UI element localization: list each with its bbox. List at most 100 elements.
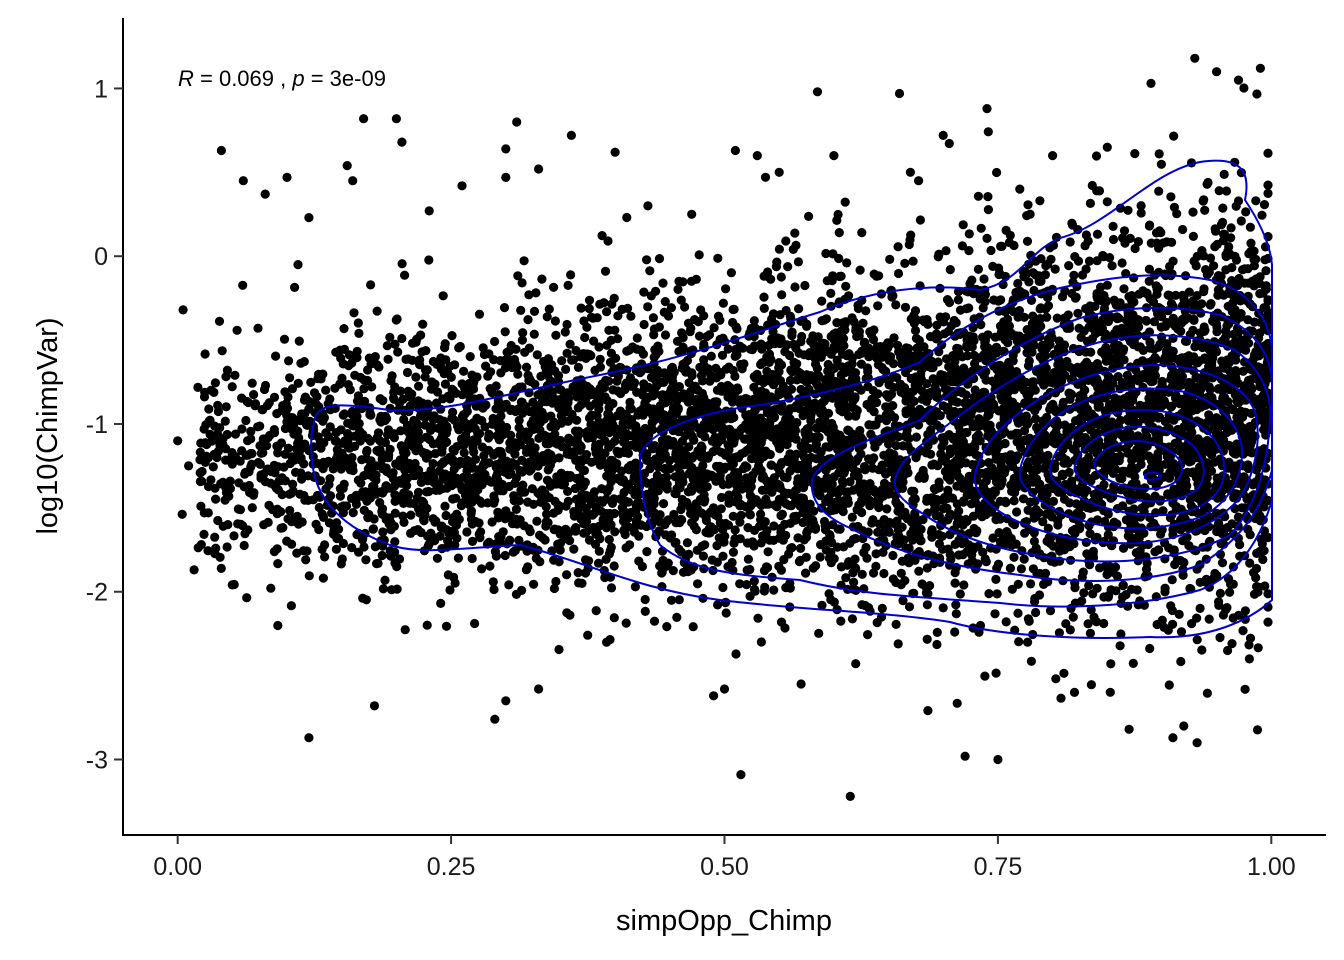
data-point (693, 317, 703, 327)
data-point (766, 376, 776, 386)
data-point (1243, 524, 1253, 535)
data-point (1239, 83, 1249, 93)
data-point (610, 325, 620, 335)
data-point (344, 361, 354, 371)
data-point (1079, 588, 1089, 598)
data-point (945, 475, 955, 485)
data-point (867, 518, 877, 528)
data-point (760, 172, 771, 182)
data-point (247, 503, 257, 513)
data-point (335, 491, 345, 501)
data-point (952, 698, 962, 708)
data-point (507, 404, 517, 414)
data-point (218, 521, 228, 531)
data-point (694, 331, 705, 341)
data-point (814, 371, 824, 381)
data-point (1215, 588, 1225, 599)
data-point (674, 382, 685, 392)
data-point (1031, 414, 1041, 424)
data-point (459, 366, 469, 376)
data-point (390, 496, 400, 506)
data-point (826, 558, 836, 568)
data-point (721, 518, 731, 529)
data-point (1096, 282, 1106, 292)
data-point (339, 344, 350, 354)
data-point (397, 333, 407, 344)
data-point (768, 535, 779, 546)
data-point (606, 583, 617, 593)
data-point (1041, 351, 1051, 361)
data-point (303, 471, 313, 481)
data-point (845, 538, 855, 548)
data-point (1118, 543, 1129, 553)
data-point (533, 472, 543, 482)
data-point (504, 346, 514, 356)
data-point (420, 372, 430, 382)
data-point (1036, 276, 1046, 286)
data-point (483, 476, 493, 486)
data-point (549, 583, 560, 594)
data-point (318, 573, 328, 583)
data-point (713, 253, 723, 263)
data-point (1107, 417, 1117, 427)
data-point (731, 344, 741, 355)
data-point (813, 381, 823, 391)
data-point (1263, 180, 1273, 190)
data-point (316, 440, 326, 450)
data-point (353, 391, 363, 401)
data-point (718, 551, 728, 561)
data-point (1059, 668, 1069, 678)
data-point (1205, 253, 1216, 263)
data-point (287, 452, 297, 462)
data-point (213, 515, 223, 526)
data-point (657, 568, 667, 578)
data-point (375, 436, 385, 446)
data-point (1007, 540, 1017, 550)
data-point (529, 306, 540, 316)
data-point (358, 492, 369, 502)
data-point (1144, 276, 1154, 286)
data-point (811, 561, 821, 571)
data-point (1091, 151, 1102, 161)
data-point (1085, 529, 1095, 539)
data-point (769, 585, 779, 595)
data-point (396, 426, 406, 436)
data-point (442, 483, 452, 493)
data-point (343, 380, 353, 390)
data-point (1133, 237, 1143, 247)
data-point (489, 498, 499, 508)
data-point (266, 583, 276, 593)
data-point (279, 334, 290, 344)
data-point (1156, 159, 1166, 169)
data-point (720, 462, 731, 472)
data-point (404, 424, 414, 434)
data-point (1118, 581, 1128, 591)
data-point (1016, 442, 1026, 452)
data-point (1218, 217, 1228, 227)
data-point (967, 342, 977, 352)
data-point (799, 535, 809, 545)
data-point (372, 306, 382, 316)
data-point (832, 355, 842, 365)
data-point (546, 450, 556, 460)
data-point (966, 499, 977, 509)
data-point (638, 429, 648, 439)
data-point (521, 565, 532, 575)
data-point (869, 325, 879, 335)
data-point (440, 501, 450, 511)
data-point (729, 538, 739, 548)
data-point (314, 502, 324, 513)
data-point (788, 244, 798, 254)
data-point (380, 575, 390, 585)
data-point (817, 600, 827, 610)
data-point (379, 415, 390, 425)
data-point (1064, 323, 1075, 333)
data-point (891, 441, 901, 451)
data-point (456, 501, 466, 511)
data-point (1066, 603, 1076, 614)
data-point (520, 347, 530, 357)
data-point (843, 487, 853, 497)
data-point (1227, 298, 1238, 309)
data-point (1097, 347, 1107, 357)
